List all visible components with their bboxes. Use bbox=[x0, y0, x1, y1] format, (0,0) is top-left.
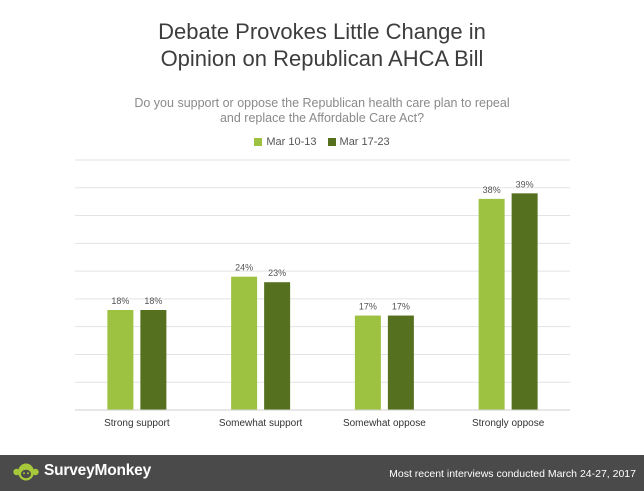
data-label: 18% bbox=[144, 296, 162, 306]
legend-item-series-1: Mar 10-13 bbox=[254, 136, 316, 148]
category-label: Somewhat support bbox=[219, 418, 303, 429]
bar-2 bbox=[387, 315, 414, 410]
legend-label-series-1: Mar 10-13 bbox=[266, 136, 317, 148]
brand-logo: SurveyMonkey bbox=[12, 461, 151, 481]
category-label: Strongly oppose bbox=[472, 418, 545, 429]
legend-item-series-2: Mar 17-23 bbox=[327, 136, 390, 148]
category-label: Strong support bbox=[104, 418, 170, 429]
bar-1 bbox=[107, 310, 134, 410]
surveymonkey-logo-icon bbox=[13, 463, 39, 481]
footer-bar: SurveyMonkey Most recent interviews cond… bbox=[0, 455, 644, 491]
bar-chart: 18% 18% Strong support 24% 23% Somewhat suppo… bbox=[75, 159, 570, 429]
bar-2 bbox=[264, 282, 291, 410]
chart-legend: Mar 10-13 Mar 17-23 bbox=[0, 136, 644, 149]
legend-swatch-series-2 bbox=[327, 138, 336, 146]
bar-1 bbox=[478, 198, 505, 410]
data-label: 18% bbox=[111, 296, 129, 306]
category-label: Somewhat oppose bbox=[343, 418, 426, 429]
data-label: 17% bbox=[392, 302, 410, 312]
chart-title: Debate Provokes Little Change in Opinion… bbox=[0, 18, 644, 72]
bar-1 bbox=[354, 315, 381, 410]
data-label: 24% bbox=[235, 263, 253, 273]
bar-2 bbox=[140, 310, 167, 410]
chart-title-line-1: Debate Provokes Little Change in bbox=[158, 19, 486, 44]
chart-subtitle: Do you support or oppose the Republican … bbox=[0, 96, 644, 126]
data-label: 38% bbox=[483, 185, 501, 195]
legend-label-series-2: Mar 17-23 bbox=[339, 136, 390, 148]
bar-1 bbox=[231, 276, 258, 410]
chart-subtitle-line-1: Do you support or oppose the Republican … bbox=[134, 96, 510, 110]
chart-subtitle-line-2: and replace the Affordable Care Act? bbox=[219, 111, 425, 125]
legend-swatch-series-1 bbox=[254, 138, 263, 146]
bar-2 bbox=[511, 193, 538, 410]
data-label: 39% bbox=[516, 179, 534, 189]
chart-title-line-2: Opinion on Republican AHCA Bill bbox=[160, 46, 484, 71]
footer-note: Most recent interviews conducted March 2… bbox=[389, 468, 636, 480]
data-label: 17% bbox=[359, 302, 377, 312]
brand-name: SurveyMonkey bbox=[44, 462, 152, 479]
data-label: 23% bbox=[268, 268, 286, 278]
